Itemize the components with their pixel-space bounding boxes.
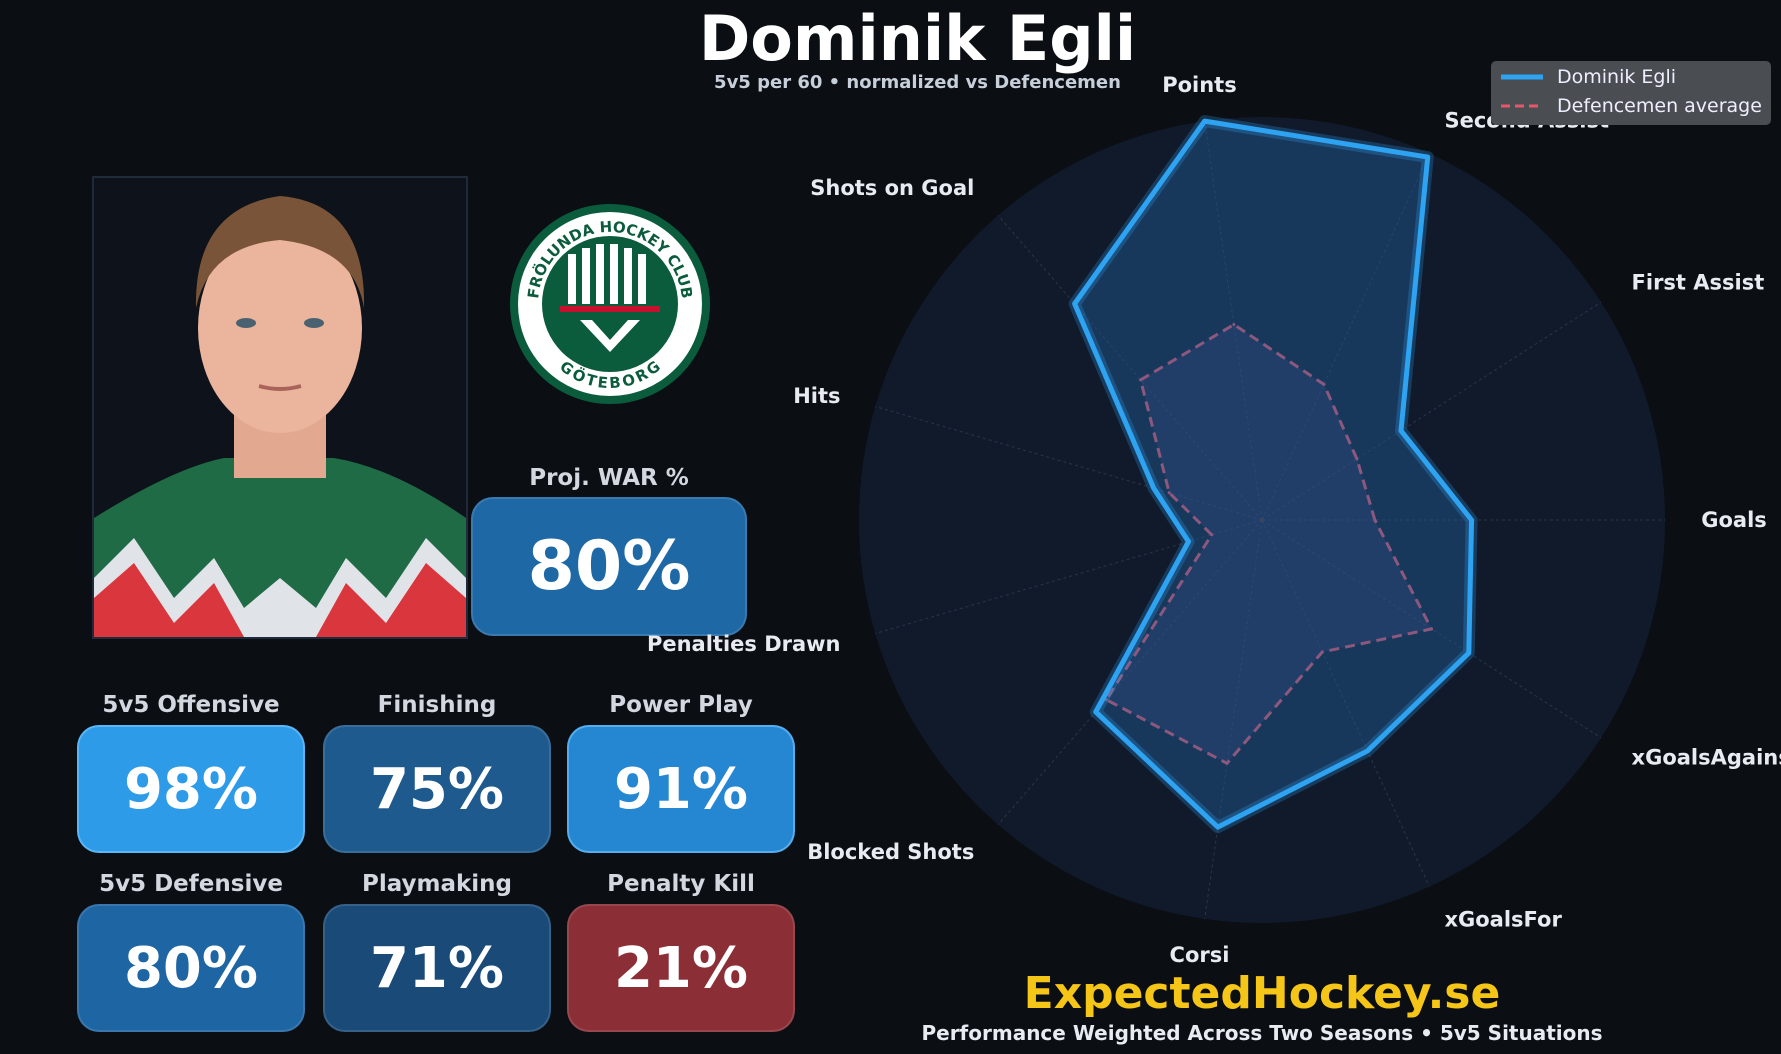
radar-point: [1426, 155, 1430, 159]
radar-point: [1399, 429, 1403, 433]
rating-box-5v5-offensive: 98%: [77, 725, 305, 853]
radar-point: [1232, 323, 1236, 327]
radar-axis-line: [875, 405, 1263, 521]
radar-point: [1320, 650, 1324, 654]
rating-label-playmaking: Playmaking: [361, 871, 513, 897]
frolunda-logo-icon: FRÖLUNDA HOCKEY CLUB GÖTEBORG: [510, 204, 710, 404]
rating-box-penalty-kill: 21%: [567, 904, 795, 1032]
radar-axis-line: [1261, 519, 1602, 739]
radar-center: [1260, 518, 1264, 522]
radar-axis-line: [1261, 519, 1430, 887]
radar-point: [1094, 710, 1098, 714]
rating-label-penalty-kill: Penalty Kill: [607, 871, 755, 897]
radar-axis-label: Shots on Goal: [810, 176, 974, 200]
rating-box-playmaking: 71%: [323, 904, 551, 1032]
legend-label: Defencemen average: [1557, 95, 1762, 117]
radar-axis-label: Points: [1162, 73, 1237, 97]
legend-label: Dominik Egli: [1557, 66, 1677, 88]
radar-axis-line: [1204, 519, 1263, 919]
radar-axis-label: xGoalsAgainst: [1632, 745, 1781, 769]
legend-item-player: Dominik Egli: [1499, 66, 1676, 88]
radar-point: [1225, 761, 1229, 765]
radar-point: [1167, 491, 1171, 495]
rating-label-finishing: Finishing: [377, 692, 497, 718]
radar-point: [1470, 518, 1474, 522]
radar-axis-line: [997, 519, 1263, 825]
brand-site: ExpectedHockey.se: [1023, 968, 1501, 1019]
radar-axis-label: xGoalsFor: [1444, 908, 1562, 932]
radar-axis-label: Penalties Drawn: [647, 632, 841, 656]
radar-line-player: [1072, 118, 1475, 830]
radar-axis-label: Corsi: [1170, 943, 1230, 967]
radar-axis-line: [1261, 153, 1430, 521]
radar-axis-line: [997, 215, 1263, 521]
radar-axis-line: [875, 519, 1263, 635]
radar-point: [1322, 382, 1326, 386]
radar-axis-line: [1204, 121, 1263, 521]
footer-note: Performance Weighted Across Two Seasons …: [921, 1021, 1603, 1045]
radar-axis-label: First Assist: [1632, 271, 1765, 295]
radar-point: [1187, 540, 1191, 544]
page-subtitle: 5v5 per 60 • normalized vs Defencemen: [714, 72, 1121, 93]
radar-point: [1210, 533, 1214, 537]
radar-point: [1152, 486, 1156, 490]
player-portrait-icon: [94, 178, 466, 637]
radar-point: [1216, 825, 1220, 829]
radar-point: [1365, 749, 1369, 753]
radar-point: [1203, 119, 1207, 123]
radar-area-player: [1074, 121, 1472, 828]
rating-box-5v5-defensive: 80%: [77, 904, 305, 1032]
page-title: Dominik Egli: [698, 2, 1137, 75]
player-photo: [92, 176, 468, 639]
radar-point: [1430, 627, 1434, 631]
legend-item-average: Defencemen average: [1499, 95, 1762, 117]
radar-axis-line: [1261, 301, 1602, 521]
radar-line-average: [1104, 323, 1434, 765]
legend-dashed-line-icon: [1501, 104, 1543, 108]
radar-point: [1467, 651, 1471, 655]
rating-box-finishing: 75%: [323, 725, 551, 853]
rating-label-power-play: Power Play: [609, 692, 753, 718]
radar-area-average: [1106, 324, 1432, 764]
team-logo: FRÖLUNDA HOCKEY CLUB GÖTEBORG: [508, 202, 712, 406]
rating-label-5v5-defensive: 5v5 Defensive: [99, 871, 283, 897]
radar-point: [1373, 518, 1377, 522]
rating-box-power-play: 91%: [567, 725, 795, 853]
rating-label-5v5-offensive: 5v5 Offensive: [102, 692, 280, 718]
war-value-box: 80%: [471, 497, 747, 636]
radar-axis-label: Blocked Shots: [807, 840, 974, 864]
chart-legend: Dominik Egli Defencemen average: [1491, 61, 1771, 125]
radar-point: [1139, 378, 1143, 382]
radar-point: [1073, 302, 1077, 306]
radar-point: [1355, 457, 1359, 461]
war-label: Proj. WAR %: [529, 465, 689, 491]
radar-axis-label: Goals: [1701, 508, 1767, 532]
radar-axis-label: Hits: [793, 384, 840, 408]
legend-solid-line-icon: [1501, 74, 1543, 80]
